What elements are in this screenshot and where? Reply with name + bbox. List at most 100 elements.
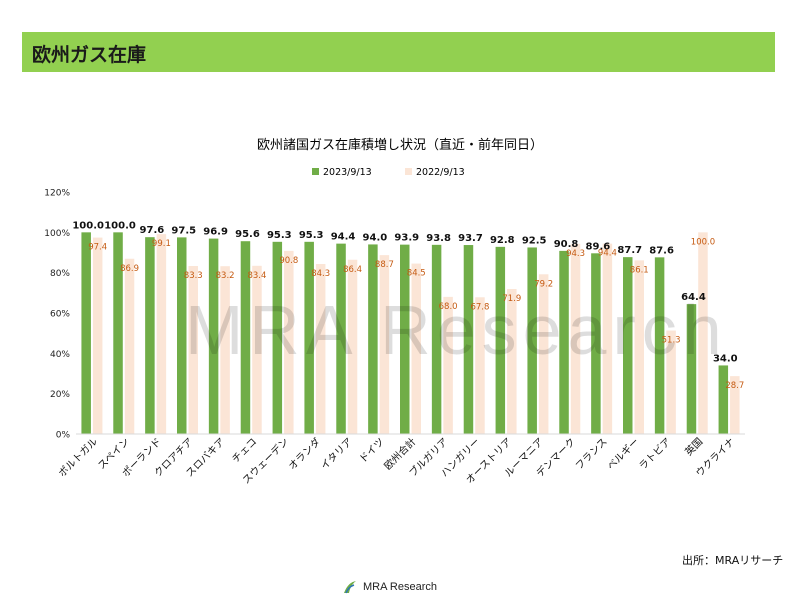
bar-2023 [718, 365, 729, 434]
data-label-2022: 84.3 [311, 269, 330, 279]
data-label-2023: 90.8 [554, 239, 579, 250]
data-label-2023: 87.6 [649, 245, 674, 256]
data-label-2023: 94.4 [331, 232, 356, 243]
data-label-2022: 99.1 [152, 239, 171, 249]
legend-swatch-2022 [405, 168, 412, 175]
x-tick-label: イタリア [318, 436, 354, 472]
data-label-2023: 34.0 [713, 353, 738, 364]
bar-2023 [113, 232, 123, 434]
data-label-2022: 79.2 [534, 279, 553, 289]
x-tick-label: ポルトガル [56, 436, 100, 480]
data-label-2022: 84.5 [407, 269, 426, 279]
bar-2023 [463, 245, 474, 434]
bar-2023 [208, 238, 219, 434]
bar-2022 [538, 274, 549, 434]
bar-2022 [634, 260, 644, 434]
bar-2022 [379, 255, 390, 434]
data-label-2023: 96.9 [203, 227, 228, 238]
page-title: 欧州ガス在庫 [32, 44, 147, 66]
bar-2023 [591, 253, 601, 434]
data-label-2022: 86.1 [630, 265, 649, 275]
legend: 2023/9/13 2022/9/13 [312, 167, 465, 178]
bar-2022 [315, 263, 326, 434]
bar-2023 [527, 247, 537, 434]
y-tick-label: 60% [50, 310, 70, 320]
data-label-2022: 88.7 [375, 260, 394, 270]
data-label-2023: 94.0 [363, 232, 388, 243]
watermark: MRA Research [185, 291, 728, 369]
bar-2022 [284, 250, 294, 434]
bars-layer [81, 232, 740, 434]
bar-2023 [559, 250, 569, 434]
bar-2022 [411, 263, 421, 434]
y-tick-label: 100% [44, 229, 70, 239]
bar-2023 [304, 241, 314, 434]
chart-title: 欧州諸国ガス在庫積増し状況（直近・前年同日） [257, 137, 543, 153]
data-label-2022: 83.4 [247, 271, 266, 281]
bar-2023 [623, 257, 633, 434]
y-tick-label: 120% [44, 189, 70, 199]
bar-2022 [698, 232, 708, 434]
bar-2022 [156, 234, 167, 434]
x-tick-label: ドイツ [358, 436, 387, 465]
data-label-2022: 100.0 [691, 237, 715, 247]
data-label-2022: 51.3 [662, 336, 681, 346]
data-label-2022: 28.7 [725, 381, 744, 391]
bar-2023 [400, 244, 410, 434]
data-label-2022: 94.3 [566, 249, 585, 259]
bar-2022 [220, 266, 230, 434]
bar-2023 [654, 257, 665, 434]
data-label-2023: 93.7 [458, 233, 483, 244]
bar-2022 [124, 258, 135, 434]
bar-2022 [730, 376, 740, 434]
y-tick-label: 80% [50, 269, 70, 279]
bar-2023 [240, 241, 251, 434]
bar-2022 [347, 259, 358, 434]
bar-2023 [431, 244, 442, 434]
bar-2023 [336, 243, 346, 434]
bar-2022 [666, 330, 676, 434]
bar-2022 [507, 289, 517, 434]
data-label-2023: 93.9 [394, 233, 419, 244]
y-tick-label: 20% [50, 390, 70, 400]
data-label-2022: 86.9 [120, 264, 139, 274]
source-note: 出所：MRAリサーチ [682, 554, 784, 567]
data-label-2022: 67.8 [470, 302, 489, 312]
data-label-2023: 95.3 [267, 230, 292, 241]
mra-logo-icon [344, 581, 356, 594]
data-label-2023: 95.6 [235, 229, 260, 240]
y-tick-label: 40% [50, 350, 70, 360]
bar-2023 [686, 304, 697, 434]
bar-2023 [81, 232, 91, 434]
bar-2022 [252, 265, 262, 434]
data-label-2023: 92.8 [490, 235, 515, 246]
footer-logo-text: MRA Research [363, 581, 437, 593]
y-axis: 0% 20% 40% 60% 80% 100% 120% [44, 189, 70, 441]
bar-2023 [145, 237, 155, 434]
footer-logo: MRA Research [342, 579, 437, 595]
bar-2023 [495, 246, 506, 434]
data-label-2023: 87.7 [617, 245, 642, 256]
data-label-2022: 83.3 [184, 271, 203, 281]
x-tick-label: フランス [573, 436, 610, 473]
data-labels-layer: 100.0 97.4 100.0 86.9 97.6 99.197.5 83.3 96.9 83… [72, 220, 744, 391]
data-label-2023: 100.0 [104, 220, 136, 231]
legend-label-2023: 2023/9/13 [323, 167, 372, 178]
header-bar: 欧州ガス在庫 [22, 32, 775, 72]
data-label-2023: 92.5 [522, 235, 547, 246]
data-label-2022: 97.4 [88, 243, 107, 253]
data-label-2023: 97.6 [140, 225, 165, 236]
data-label-2023: 89.6 [586, 241, 611, 252]
data-label-2023: 93.8 [426, 233, 451, 244]
bar-2022 [443, 296, 453, 434]
x-tick-label: オランダ [286, 435, 323, 472]
data-label-2022: 90.8 [279, 256, 298, 266]
data-label-2023: 100.0 [72, 220, 104, 231]
bar-2022 [92, 237, 103, 434]
bar-2022 [475, 297, 485, 434]
x-tick-label: ベルギー [605, 436, 642, 473]
data-label-2022: 86.4 [343, 265, 362, 275]
y-tick-label: 0% [56, 431, 71, 441]
